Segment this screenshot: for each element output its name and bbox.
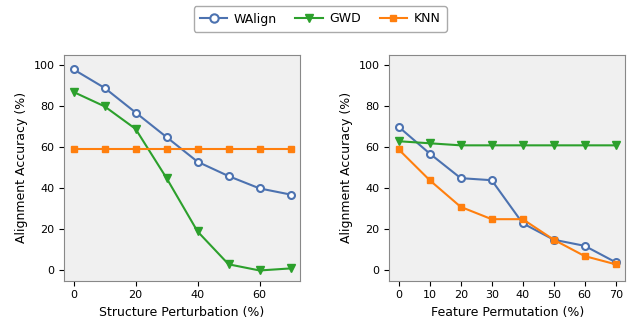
Y-axis label: Alignment Accuracy (%): Alignment Accuracy (%) — [15, 92, 28, 243]
X-axis label: Structure Perturbation (%): Structure Perturbation (%) — [99, 306, 265, 319]
Legend: WAlign, GWD, KNN: WAlign, GWD, KNN — [193, 6, 447, 32]
Y-axis label: Alignment Accuracy (%): Alignment Accuracy (%) — [340, 92, 353, 243]
X-axis label: Feature Permutation (%): Feature Permutation (%) — [431, 306, 584, 319]
